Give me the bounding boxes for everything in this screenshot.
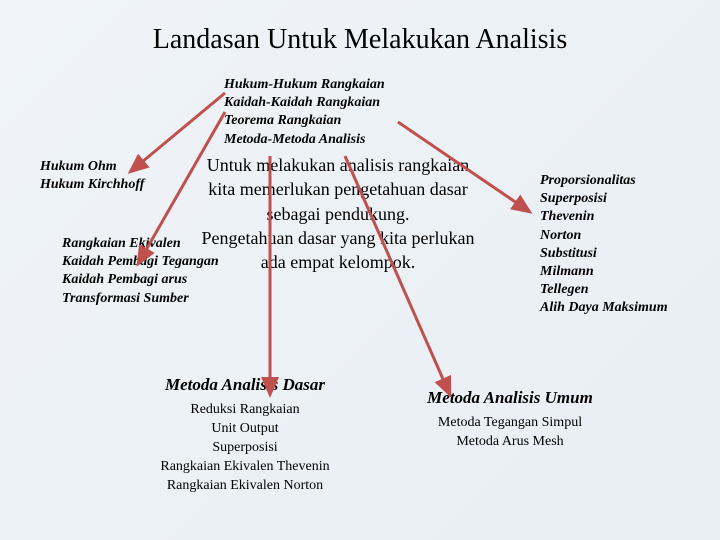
top-list: Hukum-Hukum Rangkaian Kaidah-Kaidah Rang… xyxy=(224,76,385,149)
right-item: Proporsionalitas xyxy=(540,172,668,190)
bottom-left-head: Metoda Analisis Dasar xyxy=(115,375,375,395)
right-item: Norton xyxy=(540,227,668,245)
top-list-item: Metoda-Metoda Analisis xyxy=(224,131,385,149)
top-list-item: Hukum-Hukum Rangkaian xyxy=(224,76,385,94)
left-mid-item: Transformasi Sumber xyxy=(62,290,219,308)
right-item: Substitusi xyxy=(540,245,668,263)
right-item: Tellegen xyxy=(540,281,668,299)
right-item: Thevenin xyxy=(540,208,668,226)
center-line: sebagai pendukung. xyxy=(118,202,558,226)
left-mid-item: Kaidah Pembagi Tegangan xyxy=(62,253,219,271)
left-mid-item: Rangkaian Ekivalen xyxy=(62,235,219,253)
right-item: Superposisi xyxy=(540,190,668,208)
left-top-list: Hukum Ohm Hukum Kirchhoff xyxy=(40,158,144,194)
bottom-right-col: Metoda Analisis Umum Metoda Tegangan Sim… xyxy=(390,388,630,452)
bottom-left-item: Reduksi Rangkaian xyxy=(115,401,375,420)
left-top-item: Hukum Ohm xyxy=(40,158,144,176)
right-item: Alih Daya Maksimum xyxy=(540,299,668,317)
top-list-item: Kaidah-Kaidah Rangkaian xyxy=(224,94,385,112)
page-title: Landasan Untuk Melakukan Analisis xyxy=(0,0,720,56)
top-list-item: Teorema Rangkaian xyxy=(224,112,385,130)
bottom-right-head: Metoda Analisis Umum xyxy=(390,388,630,408)
bottom-left-item: Rangkaian Ekivalen Thevenin xyxy=(115,458,375,477)
left-mid-list: Rangkaian Ekivalen Kaidah Pembagi Tegang… xyxy=(62,235,219,308)
bottom-left-item: Rangkaian Ekivalen Norton xyxy=(115,477,375,496)
bottom-left-item: Superposisi xyxy=(115,439,375,458)
center-line: Untuk melakukan analisis rangkaian xyxy=(118,153,558,177)
left-mid-item: Kaidah Pembagi arus xyxy=(62,271,219,289)
bottom-right-item: Metoda Arus Mesh xyxy=(390,433,630,452)
right-item: Milmann xyxy=(540,263,668,281)
bottom-left-col: Metoda Analisis Dasar Reduksi Rangkaian … xyxy=(115,375,375,495)
right-list: Proporsionalitas Superposisi Thevenin No… xyxy=(540,172,668,318)
bottom-right-item: Metoda Tegangan Simpul xyxy=(390,414,630,433)
left-top-item: Hukum Kirchhoff xyxy=(40,176,144,194)
bottom-left-item: Unit Output xyxy=(115,420,375,439)
center-line: kita memerlukan pengetahuan dasar xyxy=(118,177,558,201)
